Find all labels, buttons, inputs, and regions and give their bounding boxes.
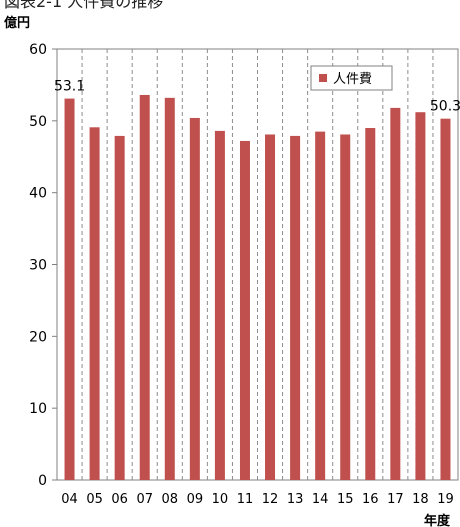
data-label-19: 50.3 — [430, 99, 460, 115]
x-tick-label: 16 — [362, 492, 379, 507]
bars — [64, 94, 451, 481]
bar-12 — [265, 134, 276, 480]
y-tick-label: 40 — [29, 186, 47, 202]
legend-swatch — [319, 74, 327, 82]
x-tick-label: 04 — [61, 492, 78, 507]
x-tick-label: 10 — [212, 492, 229, 507]
bar-09 — [189, 117, 200, 481]
bar-14 — [315, 131, 326, 480]
x-tick-label: 06 — [111, 492, 128, 507]
chart-title: 図表2-1 人件費の推移 — [4, 0, 163, 11]
x-tick-label: 17 — [387, 492, 404, 507]
x-tick-label: 08 — [162, 492, 179, 507]
x-tick-label: 07 — [136, 492, 153, 507]
y-tick-label: 10 — [29, 401, 47, 417]
bar-19 — [440, 118, 451, 480]
y-tick-label: 0 — [38, 473, 47, 489]
x-tick-label: 11 — [237, 492, 254, 507]
x-tick-label: 19 — [437, 492, 454, 507]
bar-15 — [340, 134, 351, 480]
grid-lines — [81, 49, 434, 480]
x-tick-label: 18 — [412, 492, 429, 507]
legend: 人件費 — [310, 65, 393, 91]
bar-13 — [290, 135, 301, 480]
x-axis: 04 05 06 07 08 09 10 11 12 13 14 15 16 17 18 19 — [61, 492, 453, 507]
x-tick-label: 14 — [312, 492, 329, 507]
y-tick-label: 20 — [29, 329, 47, 345]
bar-11 — [239, 140, 250, 481]
bar-17 — [390, 107, 401, 481]
data-labels: 53.1 50.3 — [54, 79, 460, 115]
bar-16 — [365, 128, 376, 480]
data-label-04: 53.1 — [54, 79, 85, 95]
legend-label: 人件費 — [333, 72, 372, 87]
y-tick-label: 30 — [29, 258, 47, 274]
y-axis-unit: 億円 — [4, 15, 30, 31]
bar-05 — [89, 127, 100, 480]
y-axis: 0 10 20 30 40 50 60 — [29, 42, 57, 489]
y-tick-label: 50 — [29, 114, 47, 130]
x-tick-label: 13 — [287, 492, 304, 507]
y-tick-label: 60 — [29, 42, 47, 58]
bar-07 — [139, 94, 150, 481]
x-tick-label: 12 — [262, 492, 279, 507]
x-tick-label: 09 — [187, 492, 204, 507]
x-tick-label: 05 — [86, 492, 103, 507]
bar-06 — [114, 135, 125, 480]
bar-18 — [415, 112, 426, 481]
bar-08 — [164, 97, 175, 480]
bar-04 — [64, 98, 75, 480]
bar-10 — [214, 130, 225, 480]
x-axis-unit: 年度 — [424, 513, 451, 527]
x-tick-label: 15 — [337, 492, 354, 507]
